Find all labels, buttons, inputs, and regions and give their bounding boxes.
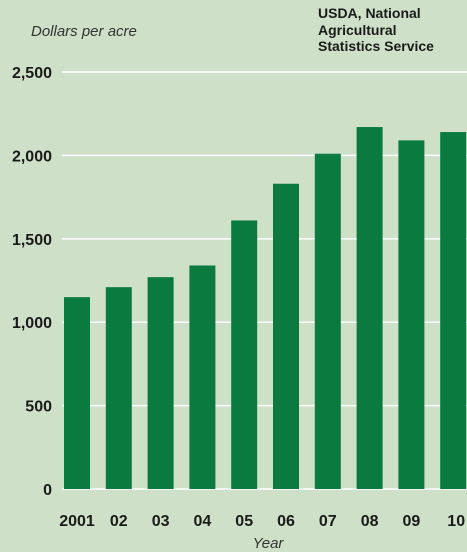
bar-08 [356,127,383,489]
source-line-2: Agricultural [318,22,397,38]
x-tick-label: 08 [361,513,379,530]
y-tick-label: 500 [25,399,52,416]
x-axis-label: Year [253,535,285,552]
source-line-3: Statistics Service [318,38,434,54]
source-note: USDA, National Agricultural Statistics S… [318,5,434,54]
x-tick-label: 05 [235,513,253,530]
x-tick-label: 06 [277,513,295,530]
bar-10 [440,132,467,489]
x-tick-label: 03 [152,513,170,530]
x-tick-label: 10 [447,513,465,530]
x-tick-label: 02 [110,513,128,530]
x-tick-label: 2001 [59,513,95,530]
bar-07 [314,153,341,489]
bar-04 [189,265,216,489]
x-tick-label: 04 [194,513,212,530]
x-tick-label: 07 [319,513,337,530]
y-tick-label: 2,000 [12,148,52,165]
y-tick-label: 1,000 [12,315,52,332]
bar-09 [398,140,425,489]
y-tick-labels: 0 500 1,000 1,500 2,000 2,500 [12,65,52,499]
x-tick-label: 09 [403,513,421,530]
bar-06 [273,183,299,490]
y-tick-label: 0 [43,482,52,499]
bar-02 [105,287,132,489]
y-axis-label: Dollars per acre [31,23,137,40]
bar-05 [231,220,258,489]
bar-03 [147,277,174,489]
bars [64,127,467,490]
x-tick-labels: 2001 02 03 04 05 06 07 08 09 10 [59,513,465,530]
source-line-1: USDA, National [318,5,421,21]
bar-2001 [64,297,90,489]
y-tick-label: 1,500 [12,232,52,249]
y-tick-label: 2,500 [12,65,52,82]
